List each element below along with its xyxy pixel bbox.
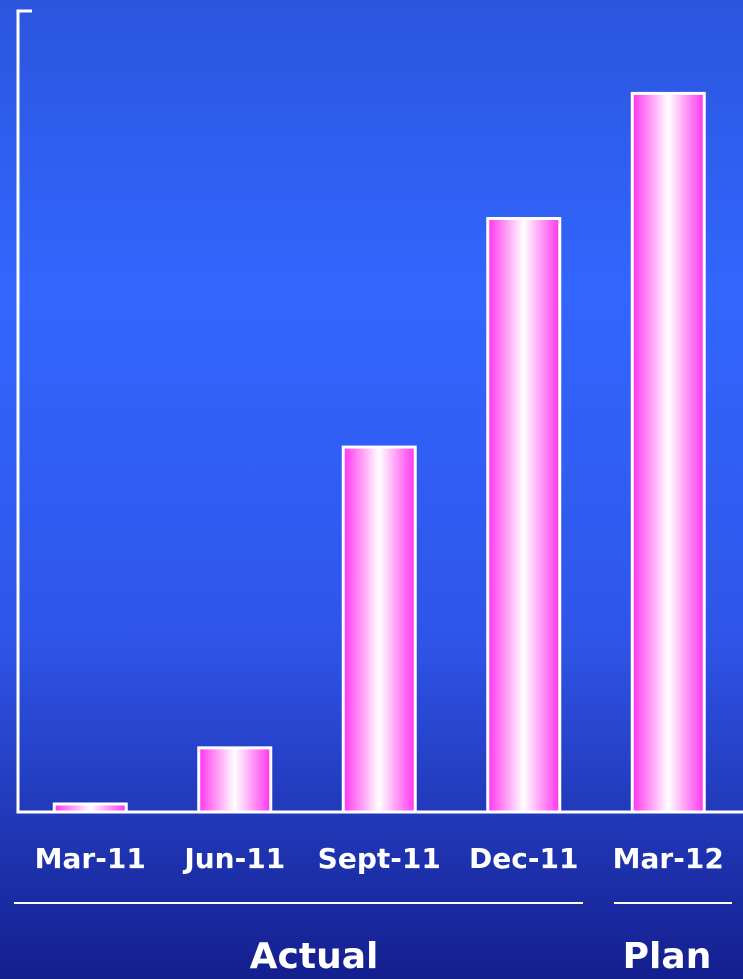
x-tick-label: Dec-11 <box>469 842 578 875</box>
x-tick-label: Mar-11 <box>35 842 146 875</box>
group-label: Actual <box>250 936 379 977</box>
bar <box>486 217 562 814</box>
bar <box>630 91 706 814</box>
group-label: Plan <box>623 936 712 977</box>
bar <box>197 746 273 814</box>
x-tick-label: Jun-11 <box>182 842 285 875</box>
bar <box>341 445 417 814</box>
x-tick-label: Mar-12 <box>613 842 724 875</box>
bar <box>52 802 128 814</box>
x-tick-label: Sept-11 <box>318 842 441 875</box>
